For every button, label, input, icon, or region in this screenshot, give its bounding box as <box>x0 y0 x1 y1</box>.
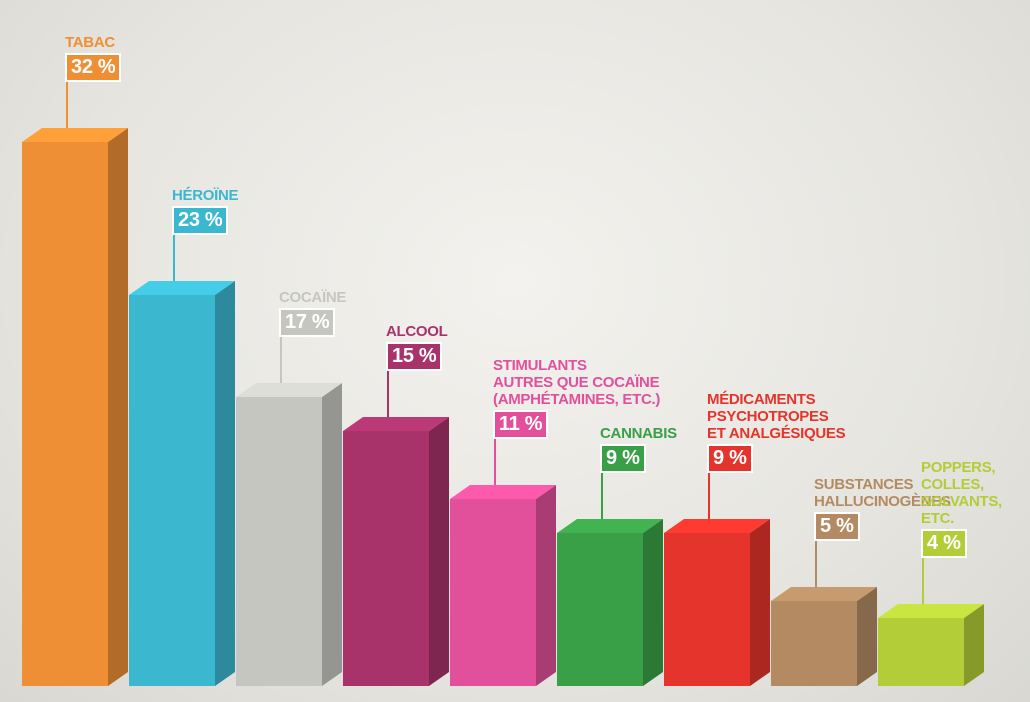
bar-side <box>857 587 877 686</box>
bar <box>771 601 857 686</box>
bar-side <box>429 417 449 686</box>
value-label: 9 % <box>600 444 646 473</box>
bar-side <box>536 485 556 686</box>
bar-top <box>557 519 663 533</box>
value-label: 11 % <box>493 410 549 439</box>
bar-side <box>964 604 984 686</box>
bar-top <box>450 485 556 499</box>
bar <box>343 431 429 686</box>
value-label: 15 % <box>386 342 443 371</box>
label: ALCOOL 15 % <box>386 323 448 371</box>
category-label: HÉROÏNE <box>172 187 239 204</box>
label: SUBSTANCES HALLUCINOGÈNES 5 % <box>814 476 951 541</box>
label: TABAC 32 % <box>65 34 122 82</box>
bar-top <box>771 587 877 601</box>
bar-top <box>22 128 128 142</box>
category-label: COCAÏNE <box>279 289 347 306</box>
value-label: 32 % <box>65 53 122 82</box>
label: MÉDICAMENTS PSYCHOTROPES ET ANALGÉSIQUES… <box>707 391 846 473</box>
bar <box>236 397 322 686</box>
bar-side <box>322 383 342 686</box>
value-label: 23 % <box>172 206 229 235</box>
value-label: 17 % <box>279 308 336 337</box>
category-label: POPPERS, COLLES, SOLVANTS, ETC. <box>921 459 1002 527</box>
bar-side <box>215 281 235 686</box>
bar-top <box>664 519 770 533</box>
value-label: 4 % <box>921 529 967 558</box>
bar <box>450 499 536 686</box>
label: STIMULANTS AUTRES QUE COCAÏNE (AMPHÉTAMI… <box>493 357 660 439</box>
category-label: TABAC <box>65 34 115 51</box>
category-label: MÉDICAMENTS PSYCHOTROPES ET ANALGÉSIQUES <box>707 391 846 442</box>
category-label: STIMULANTS AUTRES QUE COCAÏNE (AMPHÉTAMI… <box>493 357 661 408</box>
bar-side <box>643 519 663 686</box>
bar-top <box>236 383 342 397</box>
bar <box>878 618 964 686</box>
value-label: 5 % <box>814 512 860 541</box>
bar <box>664 533 750 686</box>
bar-top <box>878 604 984 618</box>
label: HÉROÏNE 23 % <box>172 187 239 235</box>
bar <box>22 142 108 686</box>
category-label: SUBSTANCES HALLUCINOGÈNES <box>814 476 951 510</box>
label: POPPERS, COLLES, SOLVANTS, ETC. 4 % <box>921 459 1002 558</box>
bar-top <box>129 281 235 295</box>
label: COCAÏNE 17 % <box>279 289 346 337</box>
bar <box>557 533 643 686</box>
bar-top <box>343 417 449 431</box>
category-label: ALCOOL <box>386 323 448 340</box>
bar-side <box>750 519 770 686</box>
value-label: 9 % <box>707 444 753 473</box>
bar <box>129 295 215 686</box>
bar-side <box>108 128 128 686</box>
category-label: CANNABIS <box>600 425 677 442</box>
label: CANNABIS 9 % <box>600 425 677 473</box>
